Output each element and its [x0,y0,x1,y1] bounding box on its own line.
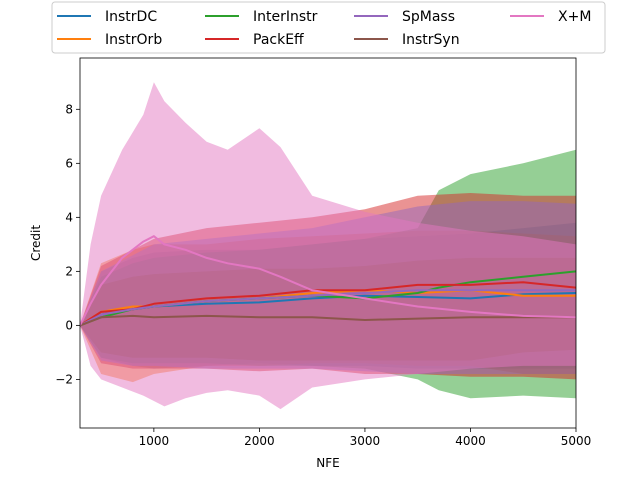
legend-label-instrsyn: InstrSyn [402,32,460,48]
line-spmass [80,289,576,327]
legend-label-instrorb: InstrOrb [105,32,162,48]
x-tick-label: 1000 [139,434,170,448]
x-axis-ticks: 1000 2000 3000 4000 5000 [139,428,592,448]
y-tick-label: 6 [65,156,73,170]
legend-box [51,1,606,54]
line-instrsyn [80,314,576,327]
y-axis-label: Credit [29,225,43,261]
y-tick-label: 8 [65,102,73,116]
y-axis-ticks: −2 0 2 4 6 8 [55,102,80,386]
y-tick-label: 0 [65,318,73,332]
legend-label-x-m: X+M [558,9,591,25]
plot-frame [79,57,577,429]
y-tick-label: 4 [65,210,73,224]
y-tick-label: 2 [65,264,73,278]
legend: InstrDC InstrOrb InterInstr PackEff SpMass In… [51,1,606,54]
x-tick-label: 4000 [455,434,486,448]
legend-label-interinstr: InterInstr [253,9,318,25]
x-tick-label: 5000 [561,434,592,448]
y-tick-label: −2 [55,372,73,386]
x-tick-label: 3000 [350,434,381,448]
band-x-m [80,82,576,410]
legend-label-instrdc: InstrDC [105,9,157,25]
line-x-m [80,235,576,326]
legend-label-spmass: SpMass [402,9,455,25]
x-axis-label: NFE [316,456,339,470]
x-tick-label: 2000 [244,434,275,448]
legend-label-packeff: PackEff [253,32,304,48]
confidence-bands [80,82,576,410]
series-lines [80,235,576,327]
